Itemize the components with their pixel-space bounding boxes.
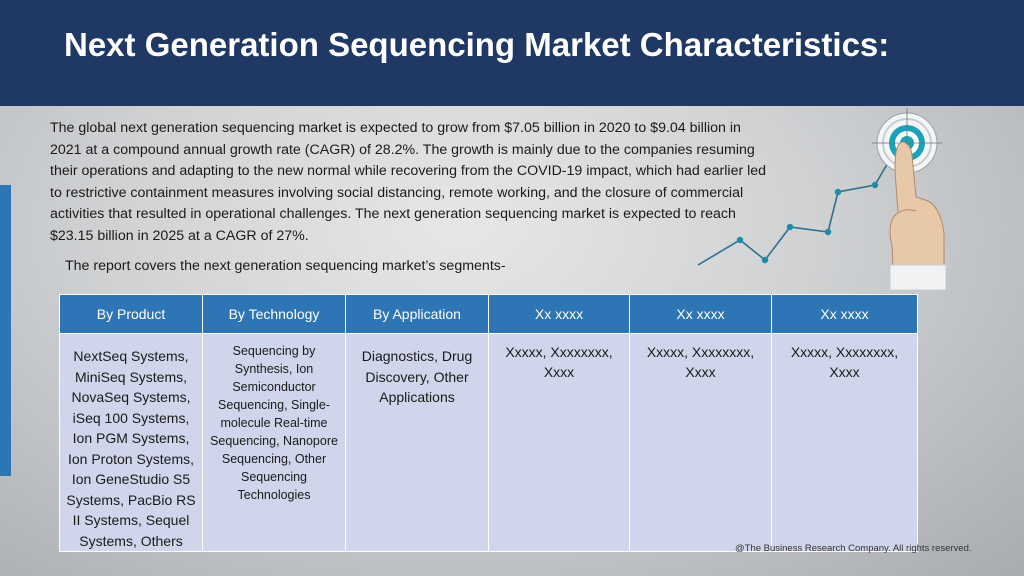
table-header-row: By Product By Technology By Application … — [59, 294, 918, 334]
growth-target-graphic — [697, 108, 947, 291]
page-title: Next Generation Sequencing Market Charac… — [64, 26, 890, 63]
cell-placeholder-1: Xxxxx, Xxxxxxxx, Xxxx — [488, 333, 630, 552]
header-by-product: By Product — [59, 294, 203, 334]
left-accent-bar — [0, 185, 11, 476]
header-placeholder-1: Xx xxxx — [488, 294, 630, 334]
copyright-footer: @The Business Research Company. All righ… — [735, 543, 972, 554]
growth-line-icon — [697, 141, 901, 266]
intro-paragraph: The global next generation sequencing ma… — [50, 120, 767, 244]
header-bar: Next Generation Sequencing Market Charac… — [0, 0, 1024, 106]
header-placeholder-2: Xx xxxx — [629, 294, 772, 334]
pointing-hand-icon — [889, 141, 947, 291]
table-row: NextSeq Systems, MiniSeq Systems, NovaSe… — [59, 333, 918, 552]
cell-technologies: Sequencing by Synthesis, Ion Semiconduct… — [202, 333, 346, 552]
segments-intro: The report covers the next generation se… — [65, 258, 506, 274]
cell-applications: Diagnostics, Drug Discovery, Other Appli… — [345, 333, 489, 552]
header-by-technology: By Technology — [202, 294, 346, 334]
cell-placeholder-3: Xxxxx, Xxxxxxxx, Xxxx — [771, 333, 918, 552]
header-by-application: By Application — [345, 294, 489, 334]
cell-placeholder-2: Xxxxx, Xxxxxxxx, Xxxx — [629, 333, 772, 552]
segments-table: By Product By Technology By Application … — [59, 294, 918, 552]
cell-products: NextSeq Systems, MiniSeq Systems, NovaSe… — [59, 333, 203, 552]
header-placeholder-3: Xx xxxx — [771, 294, 918, 334]
